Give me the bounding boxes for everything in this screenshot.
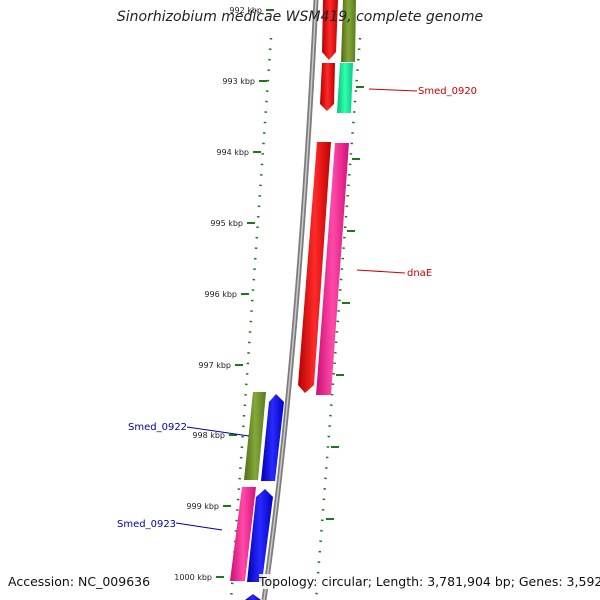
leader-smed-0922 bbox=[186, 426, 250, 437]
gene-dnae[interactable] bbox=[316, 143, 349, 395]
gene-red-top[interactable] bbox=[322, 0, 338, 60]
gene-olive-top[interactable] bbox=[341, 0, 356, 62]
tick-label: 999 kbp bbox=[186, 502, 219, 511]
tick-label: 998 kbp bbox=[192, 431, 225, 440]
gene-smed-0923[interactable] bbox=[230, 487, 256, 581]
tick-label: 1000 kbp bbox=[174, 573, 212, 582]
gene-smed-0920[interactable] bbox=[337, 63, 353, 113]
genome-backbone bbox=[261, 0, 319, 600]
gene-arrows bbox=[230, 0, 356, 600]
gene-label-smed-0920[interactable]: Smed_0920 bbox=[418, 86, 477, 97]
gene-label-dnae[interactable]: dnaE bbox=[407, 268, 432, 279]
genome-title: Sinorhizobium medicae WSM419, complete g… bbox=[116, 9, 484, 25]
tick-label: 996 kbp bbox=[204, 290, 237, 299]
right-strand-ticks bbox=[326, 86, 364, 520]
gene-blue-a[interactable] bbox=[261, 394, 284, 481]
gene-red-smed-0919[interactable] bbox=[320, 63, 335, 111]
tick-label: 993 kbp bbox=[222, 77, 255, 86]
gene-smed-0922[interactable] bbox=[244, 392, 266, 480]
tick-label: 995 kbp bbox=[210, 219, 243, 228]
genome-summary-text: Topology: circular; Length: 3,781,904 bp… bbox=[259, 574, 600, 589]
accession-text: Accession: NC_009636 bbox=[8, 574, 151, 589]
leader-smed-0923 bbox=[175, 522, 223, 531]
gene-label-smed-0922[interactable]: Smed_0922 bbox=[128, 422, 187, 433]
gene-label-smed-0923[interactable]: Smed_0923 bbox=[117, 519, 176, 530]
kbp-ticks: 992 kbp 993 kbp 994 kbp 995 kbp 996 kbp 997 k… bbox=[174, 6, 274, 582]
gene-label-leaders bbox=[175, 88, 418, 531]
gene-red-long[interactable] bbox=[298, 142, 331, 393]
gene-blue-c[interactable] bbox=[245, 594, 261, 600]
gene-blue-b[interactable] bbox=[247, 489, 273, 582]
tick-label: 997 kbp bbox=[198, 361, 231, 370]
tick-label: 992 kbp bbox=[229, 6, 262, 15]
leader-dnae bbox=[356, 269, 406, 274]
tick-label: 994 kbp bbox=[216, 148, 249, 157]
leader-smed-0920 bbox=[368, 88, 418, 92]
